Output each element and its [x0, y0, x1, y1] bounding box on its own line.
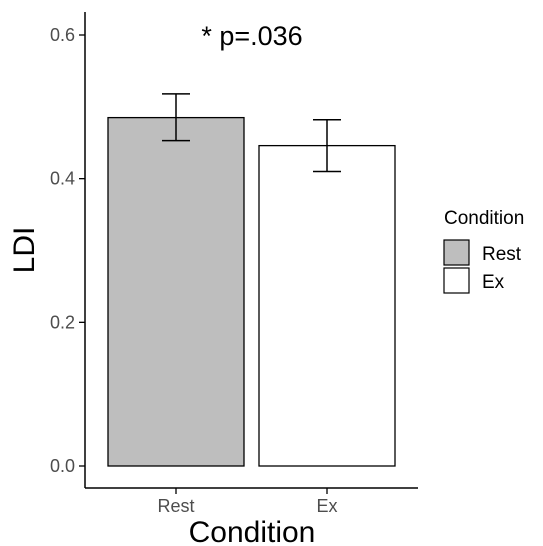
x-axis-title: Condition	[189, 516, 316, 546]
y-tick-label: 0.2	[50, 312, 75, 332]
error-bar-ex	[313, 119, 341, 173]
y-tick-label: 0.6	[50, 25, 75, 45]
y-axis-ticks: 0.0 0.2 0.4 0.6	[50, 25, 85, 476]
legend: Condition Rest Ex	[443, 208, 524, 294]
plot-area	[107, 93, 396, 467]
x-axis-ticks: Rest Ex	[157, 488, 338, 516]
legend-entry-rest: Rest	[443, 239, 522, 266]
legend-entry-ex: Ex	[443, 267, 505, 294]
legend-key-rest	[443, 239, 470, 266]
error-bar-rest	[162, 93, 190, 142]
bar-ex	[258, 144, 396, 467]
x-tick-label-ex: Ex	[316, 496, 337, 516]
y-tick-label: 0.4	[50, 169, 75, 189]
legend-label-ex: Ex	[482, 272, 505, 293]
x-tick-label-rest: Rest	[157, 496, 194, 516]
y-tick-label: 0.0	[50, 456, 75, 476]
bar-rest	[107, 116, 245, 467]
legend-label-rest: Rest	[482, 244, 522, 265]
legend-title: Condition	[444, 208, 524, 229]
y-axis-title: LDI	[8, 227, 41, 274]
significance-annotation: * p=.036	[201, 21, 302, 51]
legend-key-ex	[443, 267, 470, 294]
